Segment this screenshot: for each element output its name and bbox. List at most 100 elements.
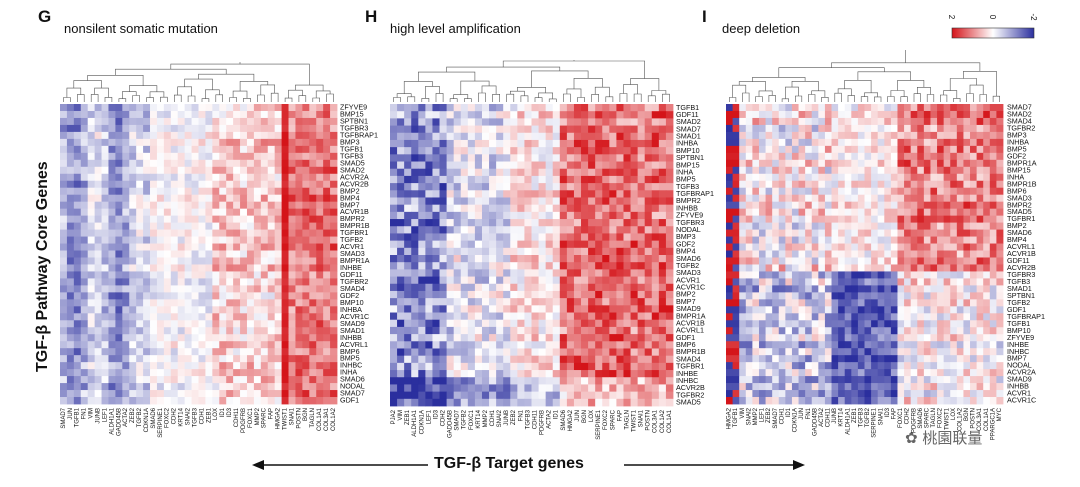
heatmap-cell [260, 383, 269, 391]
heatmap-cell [253, 271, 262, 279]
heatmap-cell [510, 118, 518, 126]
heatmap-cell [143, 348, 151, 356]
heatmap-cell [517, 219, 525, 227]
heatmap-cell [233, 250, 241, 258]
heatmap-cell [260, 208, 269, 217]
heatmap-cell [60, 390, 68, 398]
heatmap-cell [871, 250, 879, 258]
heatmap-cell [330, 355, 338, 363]
heatmap-cell [129, 145, 137, 154]
heatmap-cell [983, 243, 991, 251]
heatmap-cell [302, 236, 310, 244]
heatmap-cell [323, 348, 331, 356]
heatmap-cell [805, 271, 813, 279]
heatmap-cell [658, 334, 667, 342]
heatmap-cell [323, 138, 331, 147]
heatmap-cell [330, 104, 338, 112]
heatmap-cell [798, 110, 806, 119]
heatmap-cell [581, 326, 589, 335]
heatmap-cell [772, 313, 780, 321]
heatmap-cell [871, 299, 879, 307]
heatmap-cell [411, 111, 419, 119]
heatmap-cell [798, 313, 806, 321]
heatmap-cell [404, 384, 412, 393]
heatmap-cell [267, 320, 276, 328]
heatmap-cell [573, 269, 582, 277]
heatmap-cell [917, 194, 925, 203]
heatmap-cell [274, 376, 282, 384]
heatmap-cell [397, 247, 405, 256]
heatmap-cell [411, 398, 419, 407]
heatmap-cell [115, 278, 123, 286]
heatmap-cell [198, 306, 206, 314]
heatmap-cell [732, 271, 740, 279]
heatmap-cell [588, 276, 596, 285]
heatmap-cell [785, 285, 793, 293]
heatmap-cell [425, 370, 433, 378]
heatmap-cell [163, 222, 172, 230]
heatmap-cell [877, 187, 885, 196]
heatmap-cell [260, 222, 269, 230]
heatmap-cell [791, 278, 799, 286]
heatmap-cell [976, 271, 984, 279]
heatmap-cell [956, 152, 964, 161]
heatmap-cell [184, 131, 192, 140]
heatmap-cell [496, 219, 504, 227]
heatmap-cell [824, 110, 832, 119]
heatmap-cell [752, 194, 760, 203]
heatmap-cell [432, 211, 440, 220]
heatmap-cell [453, 219, 462, 227]
heatmap-cell [136, 159, 144, 168]
heatmap-cell [890, 250, 898, 258]
heatmap-cell [309, 341, 317, 349]
heatmap-cell [559, 154, 568, 162]
heatmap-cell [404, 139, 412, 148]
heatmap-cell [616, 355, 624, 364]
heatmap-cell [552, 111, 561, 119]
heatmap-cell [588, 147, 596, 155]
heatmap-cell [651, 233, 660, 242]
heatmap-cell [411, 161, 419, 170]
heatmap-cell [274, 397, 282, 405]
heatmap-cell [418, 326, 426, 335]
heatmap-cell [288, 257, 296, 265]
heatmap-cell [418, 175, 426, 184]
heatmap-cell [566, 240, 575, 249]
heatmap-cell [739, 292, 747, 300]
heatmap-cell [524, 219, 532, 227]
column-label: TGFB3 [525, 409, 531, 429]
row-label: TGFBR3 [340, 124, 368, 133]
heatmap-cell [219, 285, 227, 293]
heatmap-cell [831, 173, 839, 182]
heatmap-cell [411, 362, 419, 371]
column-label: KRT14 [476, 409, 482, 428]
heatmap-cell [503, 348, 511, 357]
heatmap-cell [226, 187, 234, 196]
dendrogram-branch [534, 97, 543, 102]
heatmap-cell [460, 190, 469, 198]
heatmap-cell [66, 313, 75, 321]
heatmap-cell [453, 384, 462, 393]
heatmap-cell [302, 320, 310, 328]
heatmap-cell [418, 255, 426, 263]
heatmap-cell [798, 229, 806, 237]
heatmap-cell [904, 180, 912, 189]
heatmap-cell [739, 229, 747, 237]
heatmap-cell [295, 117, 303, 126]
heatmap-cell [425, 240, 433, 249]
heatmap-cell [80, 117, 89, 126]
heatmap-cell [637, 276, 646, 285]
heatmap-cell [623, 312, 631, 321]
heatmap-cell [170, 292, 179, 300]
heatmap-cell [545, 348, 554, 357]
heatmap-cell [80, 264, 89, 272]
heatmap-cell [772, 278, 780, 286]
heatmap-cell [316, 208, 324, 217]
heatmap-cell [219, 208, 227, 217]
heatmap-cell [115, 222, 123, 230]
heatmap-cell [890, 313, 898, 321]
heatmap-cell [831, 306, 839, 314]
heatmap-cell [658, 118, 667, 126]
heatmap-cell [489, 240, 497, 249]
heatmap-cell [524, 326, 532, 335]
